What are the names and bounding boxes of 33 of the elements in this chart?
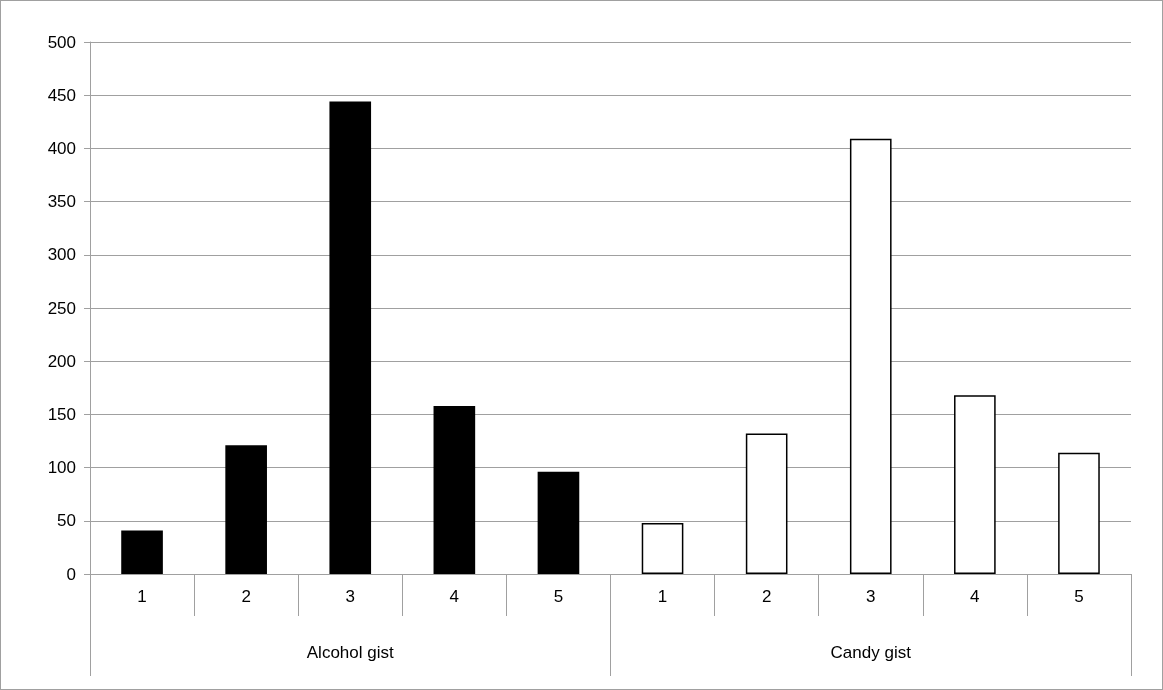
y-tick-label: 450 — [47, 85, 76, 105]
bar — [433, 405, 476, 574]
x-tick-label: 3 — [866, 587, 876, 606]
bar — [745, 433, 788, 574]
y-tick-label: 150 — [47, 404, 76, 424]
x-tick-label: 1 — [137, 587, 147, 606]
y-tick-label: 200 — [47, 351, 76, 371]
y-tick-label: 50 — [57, 511, 76, 531]
x-tick-label: 3 — [345, 587, 355, 606]
x-tick-label: 2 — [761, 587, 772, 606]
x-tick-label: 2 — [241, 587, 251, 606]
x-tick-label: 4 — [449, 587, 460, 606]
y-tick-label: 0 — [66, 564, 76, 584]
x-tick-label: 5 — [553, 587, 564, 606]
x-tick-label: 1 — [657, 587, 668, 606]
x-tick-label: 5 — [1074, 587, 1084, 606]
y-tick-label: 100 — [47, 458, 76, 478]
y-tick-label: 500 — [47, 32, 76, 52]
bar — [1058, 452, 1100, 574]
bar — [849, 138, 892, 574]
y-tick-label: 300 — [47, 245, 76, 265]
bar — [954, 395, 996, 574]
bar — [329, 101, 372, 574]
bar — [641, 522, 684, 574]
y-tick-label: 250 — [47, 298, 76, 318]
text: Candy gist — [830, 643, 912, 662]
y-tick-label: 400 — [47, 138, 76, 158]
bar — [537, 471, 580, 574]
bar — [121, 530, 163, 574]
y-tick-label: 350 — [47, 192, 76, 212]
text: Alcohol gist — [306, 643, 394, 662]
bar — [225, 445, 267, 574]
x-tick-label: 4 — [970, 587, 980, 606]
